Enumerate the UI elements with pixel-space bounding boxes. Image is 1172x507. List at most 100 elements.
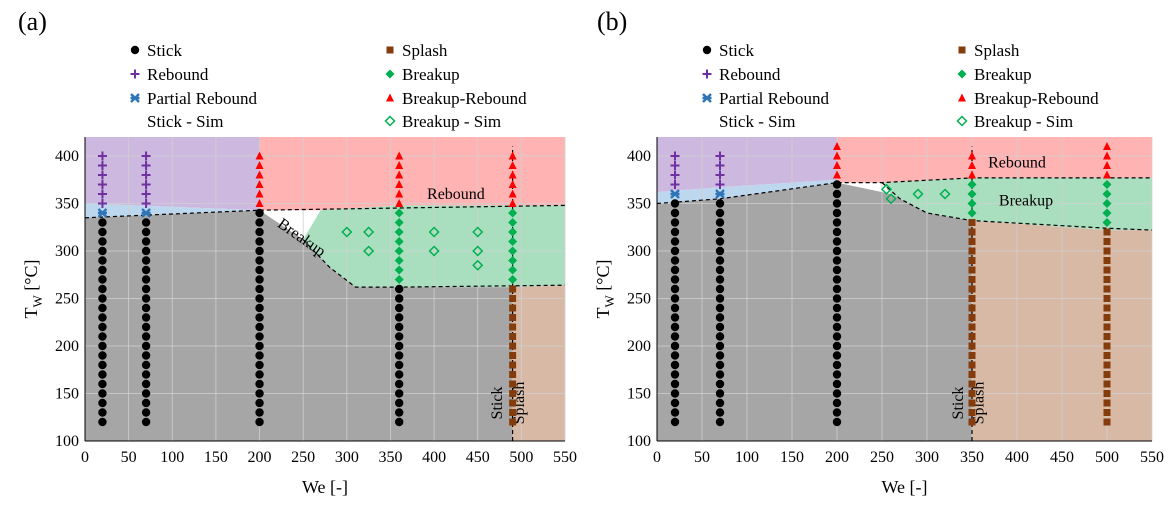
data-point [670,284,680,294]
data-point [912,188,924,200]
data-point [472,259,484,271]
legend-label: Rebound [719,65,781,84]
data-point [97,199,107,208]
legend-label: Stick - Sim [147,112,224,131]
x-tick-label: 350 [960,449,984,466]
y-axis-title: TW [°C] [21,260,45,319]
series-rebound [97,151,151,208]
data-point [670,341,680,351]
data-point [1103,257,1111,264]
data-point [968,276,976,283]
series-breakup-sim [341,226,484,271]
series-breakup-rebound [255,151,517,207]
region-label: Stick [489,387,506,420]
data-point [428,226,440,238]
data-point [509,285,517,293]
data-point [1103,161,1111,169]
data-point [255,313,264,322]
data-point [394,246,404,256]
region-breakup-rebound [837,137,1152,183]
data-point [670,360,680,370]
series-breakup [967,180,1112,227]
data-point [508,151,517,160]
data-point [833,161,841,169]
data-point [508,237,518,246]
data-point [508,265,518,275]
legend-label: Partial Rebound [147,89,258,108]
x-tick-label: 150 [780,449,804,466]
legend-item-rebound: Rebound [130,65,209,84]
data-point [395,180,404,188]
legend-label: Breakup [402,65,460,84]
data-point [255,294,264,303]
data-point [715,161,725,170]
data-point [968,228,976,236]
series-stick [98,208,404,427]
y-tick-label: 250 [627,291,651,308]
data-point [670,417,680,427]
data-point [394,218,404,227]
data-point [832,246,842,256]
data-point [394,360,404,370]
data-point [715,170,725,180]
x-tick-label: 400 [1005,449,1029,466]
data-point [508,161,517,169]
data-point [98,417,107,427]
data-point [715,208,725,218]
y-tick-label: 250 [55,291,79,308]
legend-label: Breakup [974,65,1032,84]
data-point [97,180,107,189]
x-tick-label: 300 [915,449,939,466]
data-point [141,170,151,180]
data-point [141,237,151,246]
data-point [968,266,976,274]
data-point [98,370,107,379]
region-stick [657,182,972,441]
data-point [255,341,264,351]
data-point [141,208,151,218]
data-point [670,370,680,379]
data-point [141,379,151,389]
data-point [1102,208,1112,218]
data-point [255,398,264,408]
y-tick-label: 100 [627,433,651,450]
data-point [715,303,725,313]
data-point [715,199,725,208]
series-breakup [394,208,518,284]
data-point [141,303,151,313]
data-point [98,265,107,275]
data-point [255,170,264,179]
series-splash [509,285,517,426]
data-point [832,189,842,199]
data-point [1102,189,1112,199]
y-tick-label: 100 [55,433,79,450]
data-point [394,227,404,237]
data-point [255,379,264,389]
x-tick-label: 300 [335,449,359,466]
data-point [509,323,517,331]
data-point [255,265,264,275]
data-point [715,246,725,256]
data-point [968,352,976,359]
data-point [255,408,264,417]
data-point [1103,285,1111,293]
data-point [98,256,107,265]
data-point [255,303,264,313]
data-point [509,342,517,350]
data-point [98,227,107,237]
legend-item-stick-sim: Stick - Sim [719,112,796,131]
data-point [968,399,976,407]
data-point [394,322,404,332]
data-point [1102,218,1112,227]
x-tick-label: 250 [870,449,894,466]
data-point [1103,247,1111,255]
data-point [394,303,404,313]
data-point [395,199,404,207]
data-point [141,332,151,341]
data-point [670,389,680,398]
data-point [832,284,842,294]
x-tick-label: 500 [1095,449,1119,466]
legend-label: Stick - Sim [719,112,796,131]
data-point [141,227,151,237]
data-point [1103,361,1111,369]
